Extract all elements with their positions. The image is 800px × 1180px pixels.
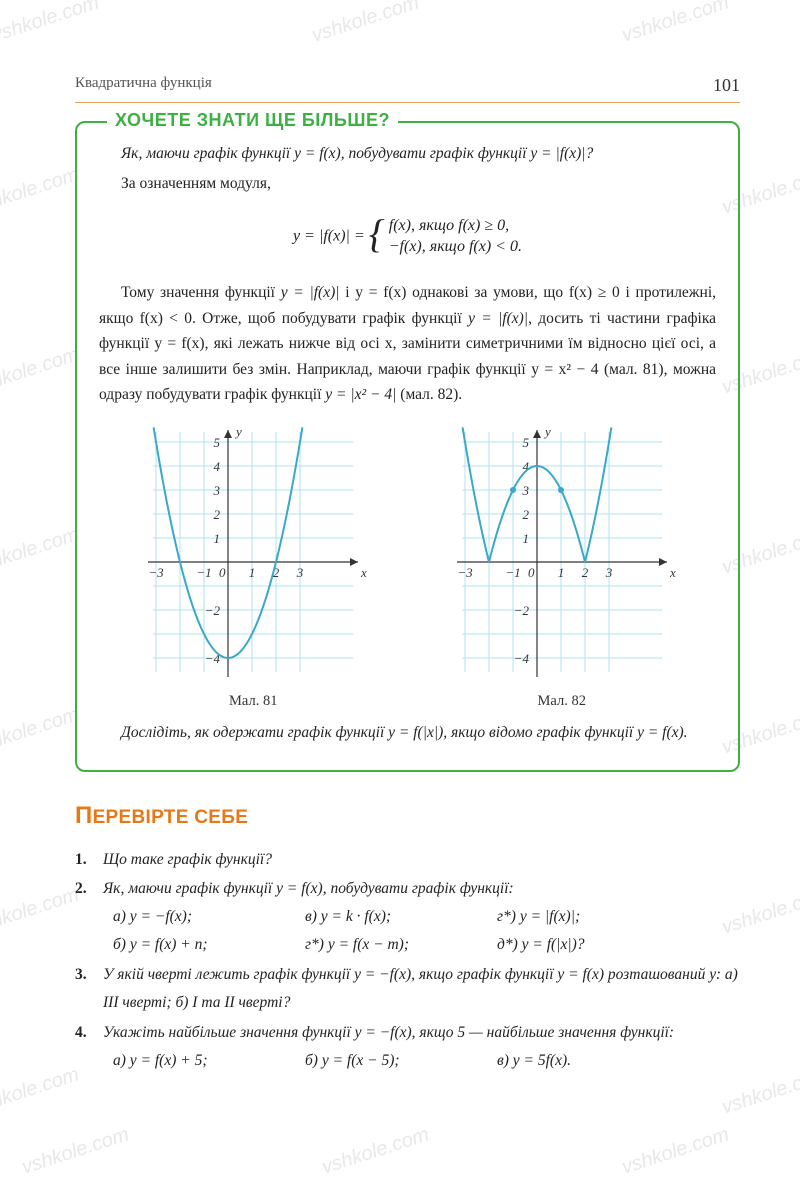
svg-text:1: 1 <box>522 531 529 546</box>
svg-text:3: 3 <box>213 483 221 498</box>
svg-text:x: x <box>360 565 367 580</box>
svg-text:−2: −2 <box>205 603 221 618</box>
svg-text:0: 0 <box>219 565 226 580</box>
svg-text:2: 2 <box>522 507 529 522</box>
svg-text:−1: −1 <box>197 565 212 580</box>
question-item: 4.Укажіть найбільше значення функції y =… <box>75 1019 740 1075</box>
info-box: ХОЧЕТЕ ЗНАТИ ЩЕ БІЛЬШЕ? Як, маючи графік… <box>75 121 740 772</box>
svg-text:4: 4 <box>214 459 221 474</box>
section-title: ПЕРЕВІРТЕ СЕБЕ <box>75 802 740 830</box>
question-sub-item: б) y = f(x) + n; <box>113 931 293 959</box>
chart-81-caption: Мал. 81 <box>133 693 373 710</box>
chart-82: −3−11230xy12345−2−4 Мал. 82 <box>442 422 682 710</box>
chart-81: −3−11230xy12345−2−4 Мал. 81 <box>133 422 373 710</box>
question-sub-item: г*) y = f(x − m); <box>305 931 485 959</box>
page-header: Квадратична функція 101 <box>75 75 740 103</box>
svg-text:3: 3 <box>296 565 304 580</box>
svg-text:2: 2 <box>214 507 221 522</box>
box-paragraph-4: Дослідіть, як одержати графік функції y … <box>99 720 716 746</box>
question-item: 2.Як, маючи графік функції y = f(x), поб… <box>75 875 740 959</box>
modulus-equation: y = |f(x)| = { f(x), якщо f(x) ≥ 0, −f(x… <box>99 204 716 270</box>
svg-text:5: 5 <box>214 435 221 450</box>
box-paragraph-3: Тому значення функції y = |f(x)| і y = f… <box>99 280 716 408</box>
watermark: vshkole.com <box>619 1123 732 1179</box>
svg-text:0: 0 <box>528 565 535 580</box>
svg-text:3: 3 <box>605 565 613 580</box>
svg-text:y: y <box>543 424 551 439</box>
question-sub-item: в) y = 5f(x). <box>497 1047 677 1075</box>
svg-text:−3: −3 <box>457 565 473 580</box>
svg-text:1: 1 <box>249 565 256 580</box>
page-number: 101 <box>713 75 740 96</box>
question-sub-item: б) y = f(x − 5); <box>305 1047 485 1075</box>
questions-list: 1.Що таке графік функції?2.Як, маючи гра… <box>75 846 740 1075</box>
svg-text:−1: −1 <box>505 565 520 580</box>
watermark: vshkole.com <box>319 1123 432 1179</box>
question-sub-item: в) y = k · f(x); <box>305 903 485 931</box>
svg-text:1: 1 <box>558 565 565 580</box>
question-sub-item: д*) y = f(|x|)? <box>497 931 677 959</box>
question-item: 1.Що таке графік функції? <box>75 846 740 874</box>
svg-text:2: 2 <box>582 565 589 580</box>
chapter-title: Квадратична функція <box>75 75 212 96</box>
box-paragraph-1: Як, маючи графік функції y = f(x), побуд… <box>99 141 716 167</box>
question-sub-item: а) y = f(x) + 5; <box>113 1047 293 1075</box>
svg-text:5: 5 <box>522 435 529 450</box>
svg-text:x: x <box>669 565 676 580</box>
question-sub-item: г*) y = |f(x)|; <box>497 903 677 931</box>
question-sub-item: а) y = −f(x); <box>113 903 293 931</box>
info-box-title: ХОЧЕТЕ ЗНАТИ ЩЕ БІЛЬШЕ? <box>107 110 398 131</box>
svg-text:−3: −3 <box>149 565 165 580</box>
box-paragraph-2: За означенням модуля, <box>99 171 716 197</box>
question-item: 3.У якій чверті лежить графік функції y … <box>75 961 740 1017</box>
watermark: vshkole.com <box>19 1123 132 1179</box>
svg-text:y: y <box>234 424 242 439</box>
chart-82-caption: Мал. 82 <box>442 693 682 710</box>
svg-text:3: 3 <box>521 483 529 498</box>
svg-text:1: 1 <box>214 531 221 546</box>
charts-container: −3−11230xy12345−2−4 Мал. 81 −3−11230xy12… <box>99 422 716 710</box>
svg-text:−2: −2 <box>513 603 529 618</box>
svg-text:−4: −4 <box>513 651 529 666</box>
